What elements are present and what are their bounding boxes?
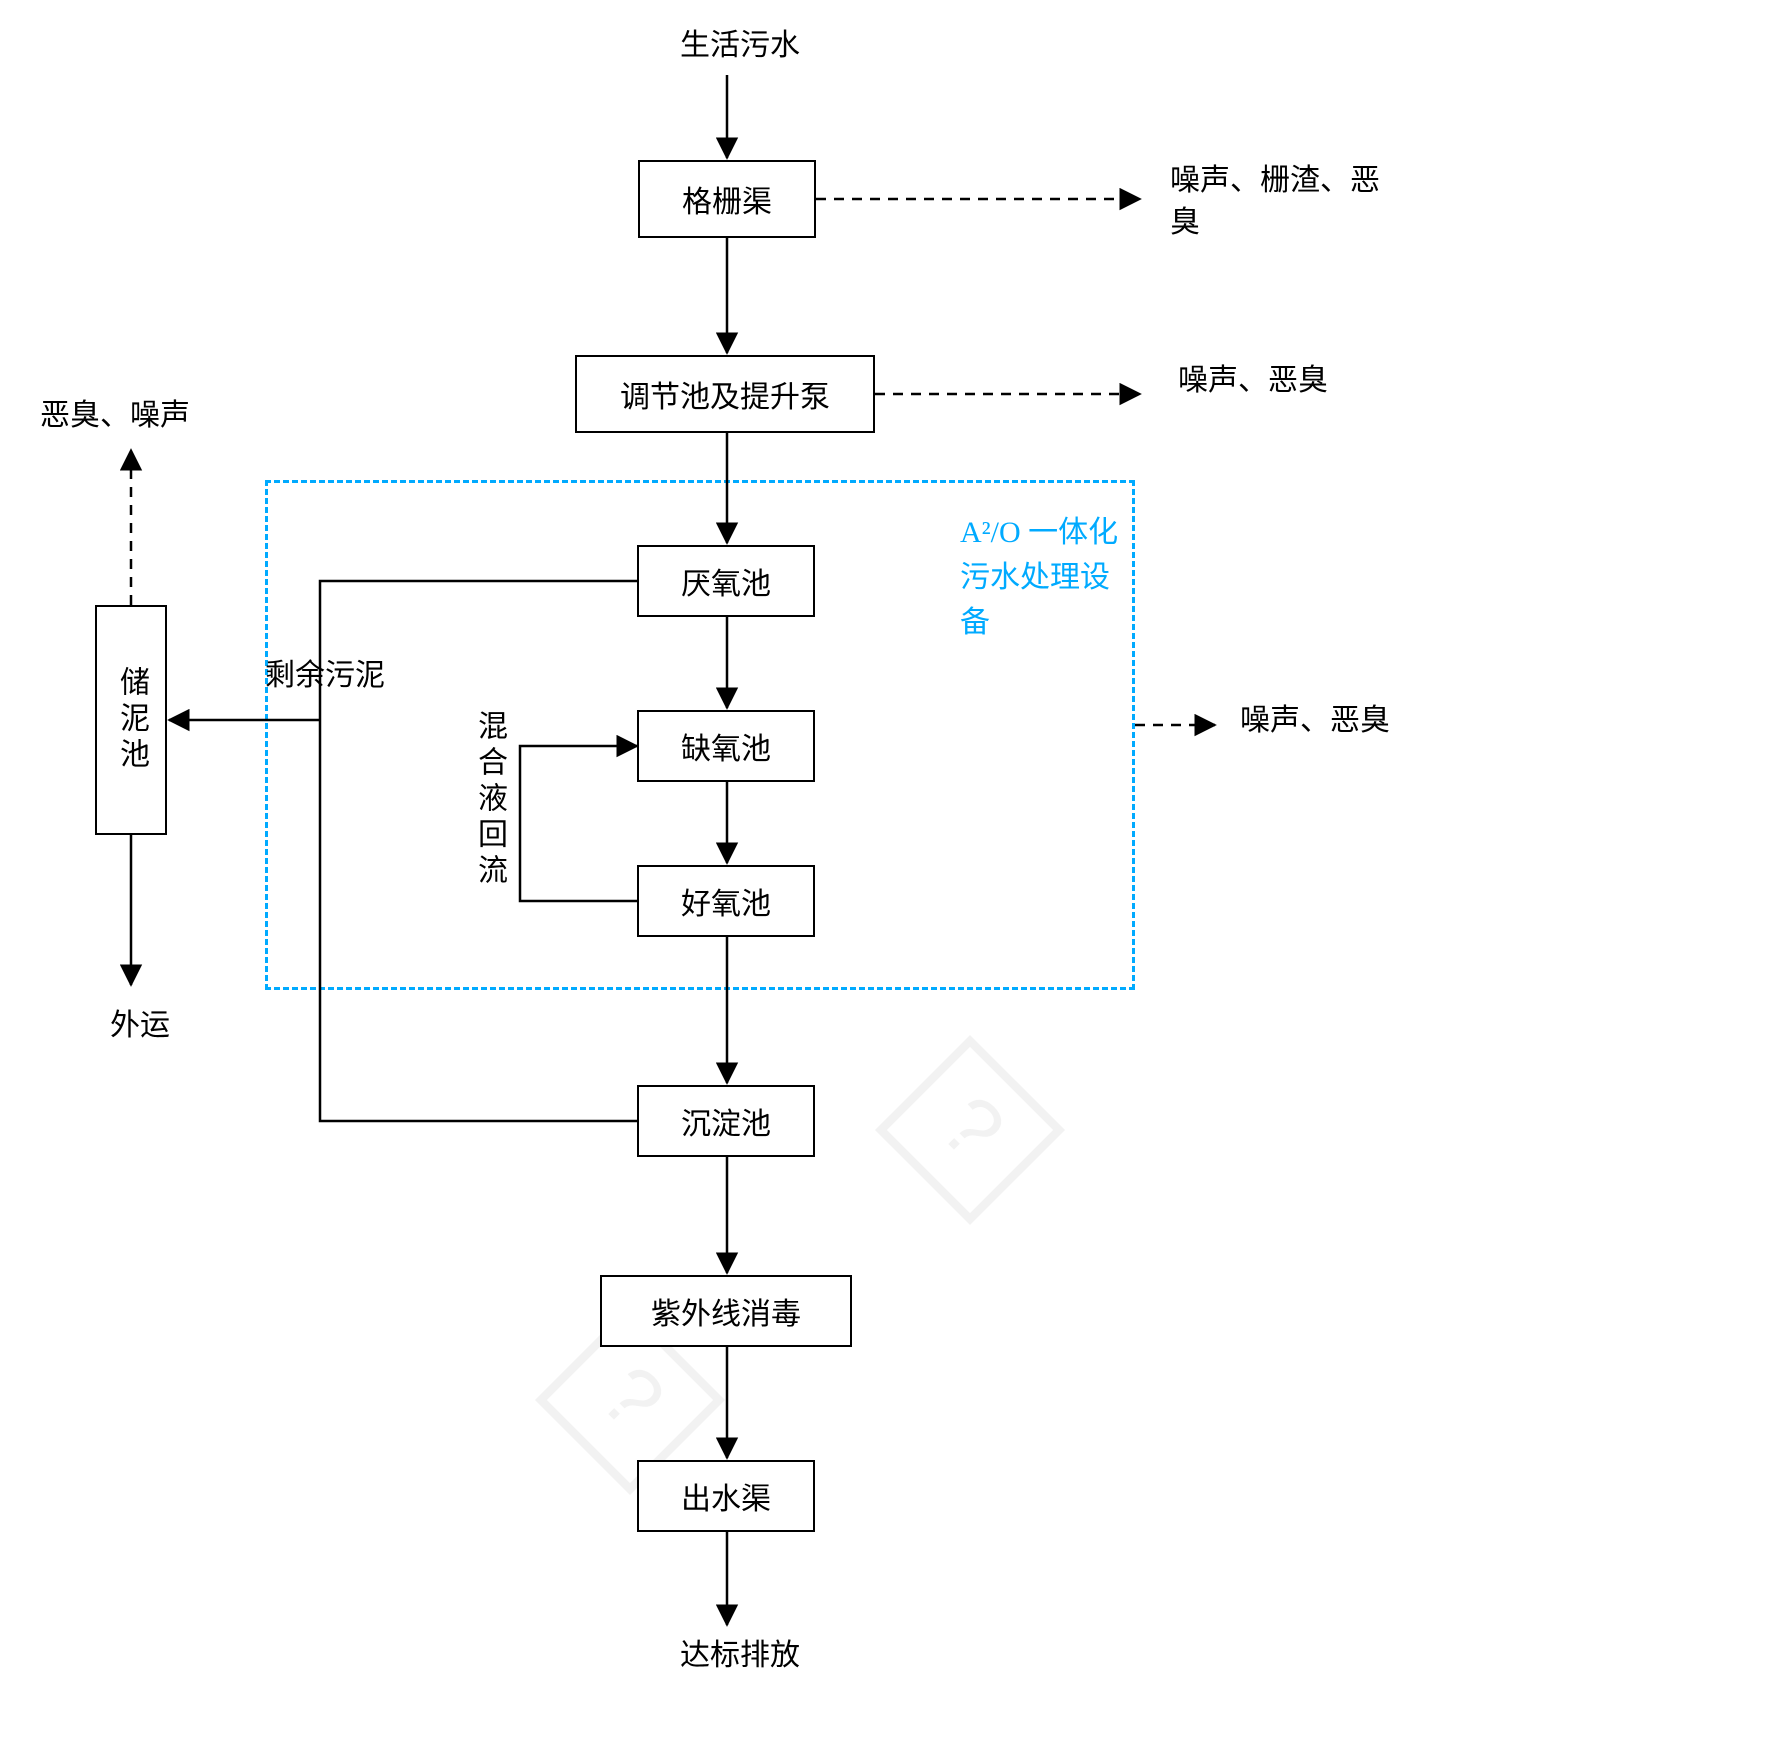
node-anaerobic: 厌氧池 bbox=[637, 545, 815, 617]
a2o-box-label: A²/O 一体化污水处理设备 bbox=[960, 510, 1120, 645]
node-reg: 调节池及提升泵 bbox=[575, 355, 875, 433]
a2o-emission-label: 噪声、恶臭 bbox=[1240, 700, 1400, 742]
grid-emission-label: 噪声、栅渣、恶臭 bbox=[1170, 160, 1390, 244]
node-aerobic: 好氧池 bbox=[637, 865, 815, 937]
svg-text:?: ? bbox=[583, 1348, 683, 1448]
reg-emission-label: 噪声、恶臭 bbox=[1178, 360, 1398, 402]
flowchart-canvas: ? ? 生活污水 格栅渠 调节池及提升泵 厌氧池 缺氧池 好氧池 沉淀池 紫外线… bbox=[0, 0, 1787, 1758]
node-grid: 格栅渠 bbox=[638, 160, 816, 238]
surplus-sludge-label: 剩余污泥 bbox=[265, 655, 465, 697]
sludge-out-label: 外运 bbox=[100, 1005, 180, 1047]
node-sediment: 沉淀池 bbox=[637, 1085, 815, 1157]
node-sludge-label: 储泥池 bbox=[109, 666, 153, 774]
input-label: 生活污水 bbox=[640, 25, 840, 67]
node-outlet: 出水渠 bbox=[637, 1460, 815, 1532]
node-uv: 紫外线消毒 bbox=[600, 1275, 852, 1347]
sludge-emission-label: 恶臭、噪声 bbox=[40, 395, 260, 437]
output-label: 达标排放 bbox=[640, 1635, 840, 1677]
node-sludge: 储泥池 bbox=[95, 605, 167, 835]
mix-return-label: 混合液回流 bbox=[468, 710, 508, 902]
watermark-icon: ? bbox=[871, 1031, 1069, 1229]
svg-text:?: ? bbox=[923, 1078, 1023, 1178]
node-anoxic: 缺氧池 bbox=[637, 710, 815, 782]
